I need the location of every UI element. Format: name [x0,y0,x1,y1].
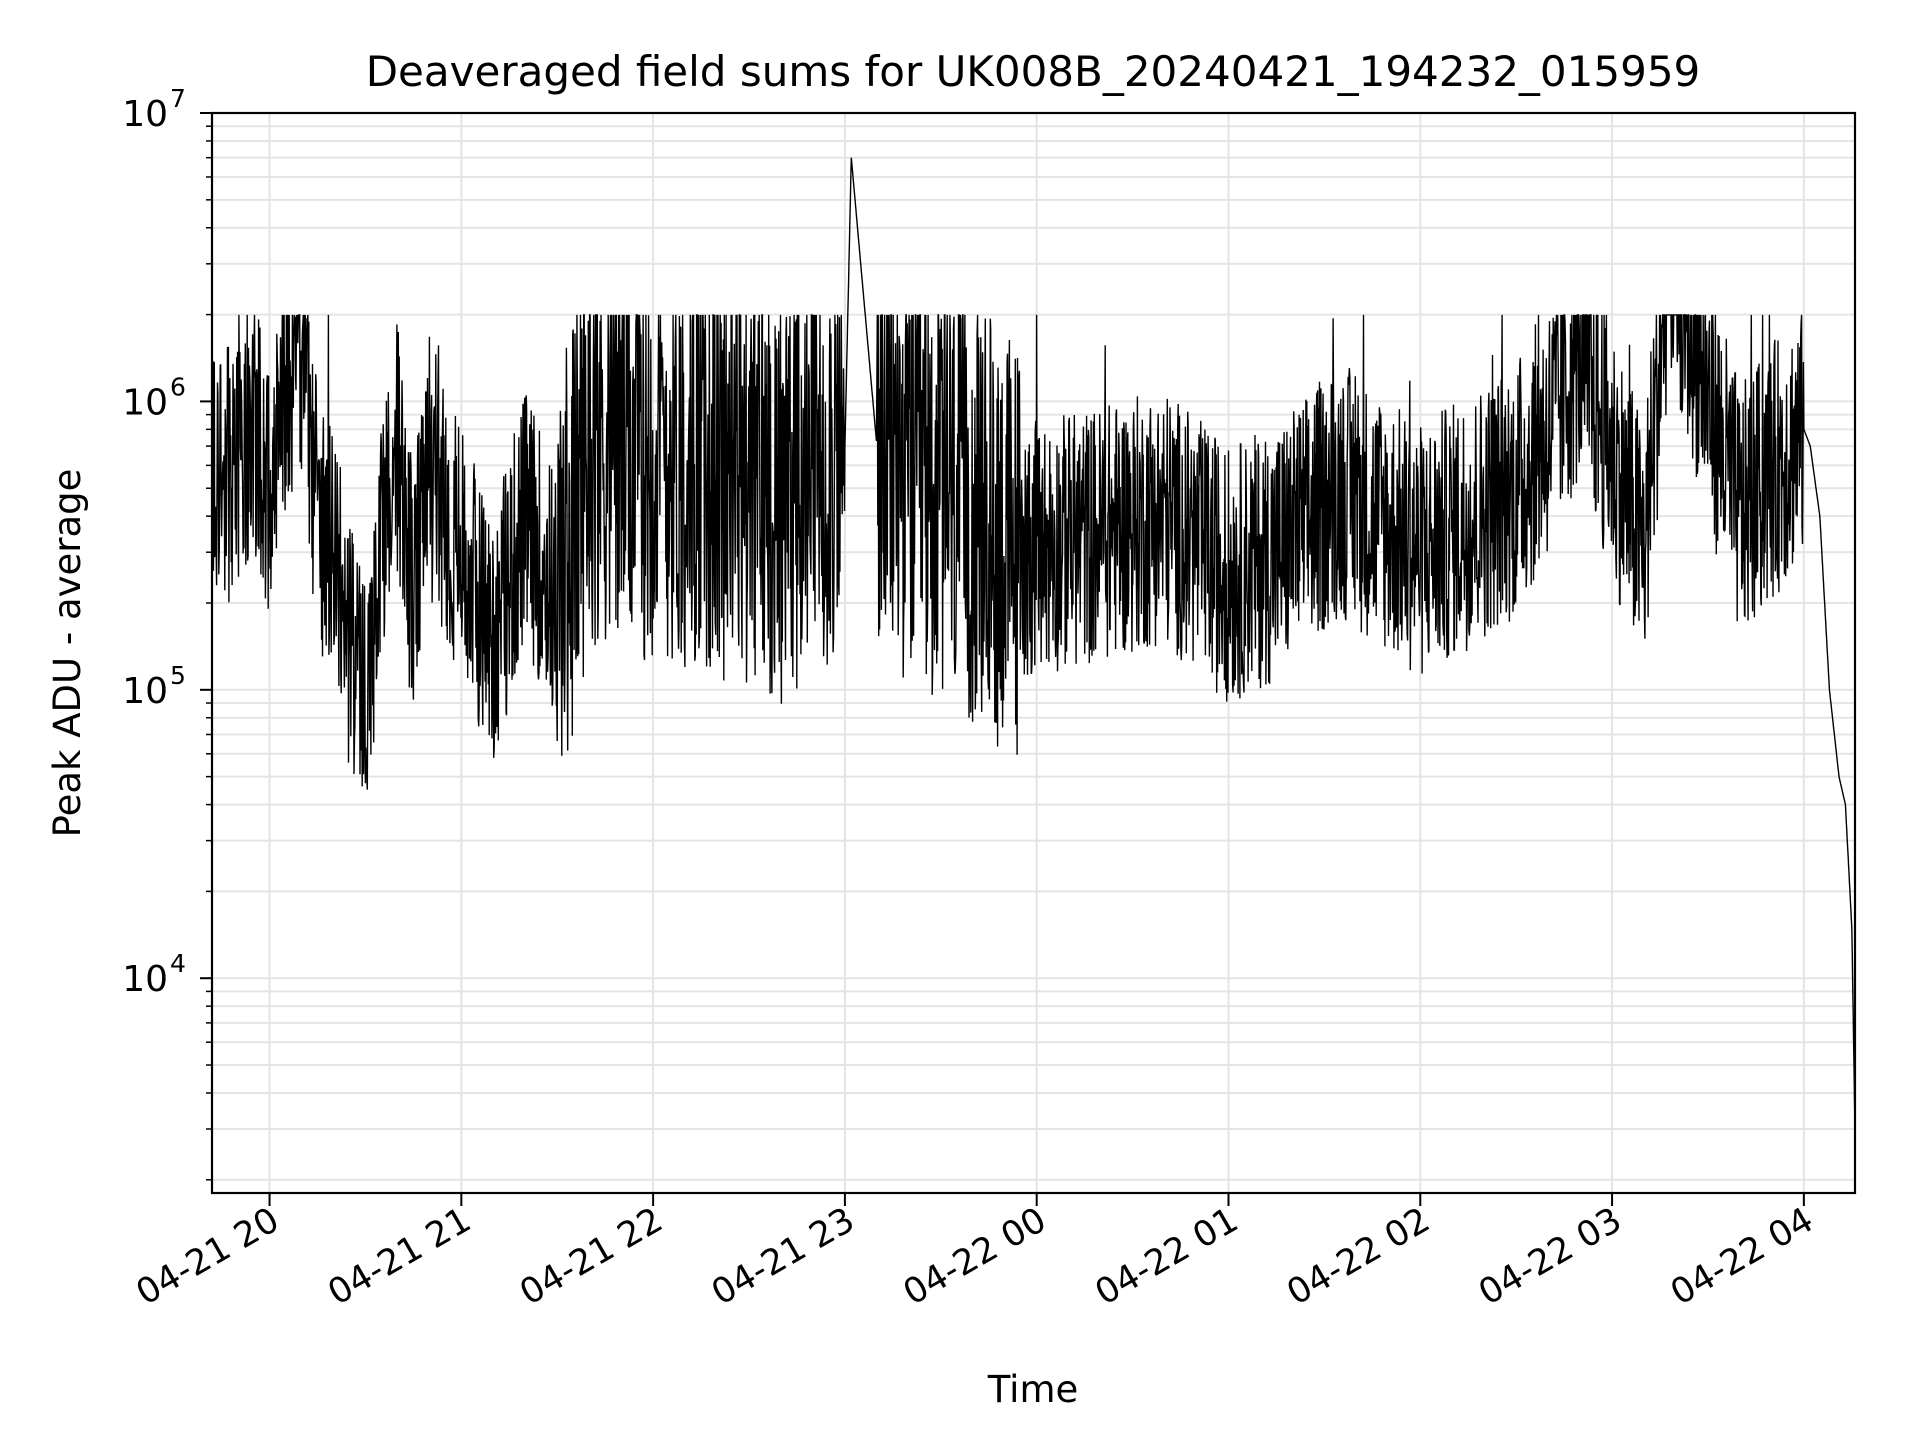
x-axis-label: Time [987,1368,1079,1411]
chart-title: Deaveraged field sums for UK008B_2024042… [366,47,1701,96]
y-tick-exponent: 4 [170,949,186,978]
plot-area [212,113,1855,1193]
y-tick-exponent: 5 [170,661,186,690]
y-tick-exponent: 7 [170,84,186,113]
y-tick-exponent: 6 [170,372,186,401]
plot-frame [210,111,1857,1195]
data-line [211,157,1856,1130]
y-axis-label: Peak ADU - average [46,469,89,838]
y-tick-label: 10 [122,671,168,712]
y-tick-label: 10 [122,382,168,423]
y-tick-label: 10 [122,959,168,1000]
y-tick-label: 10 [122,94,168,135]
